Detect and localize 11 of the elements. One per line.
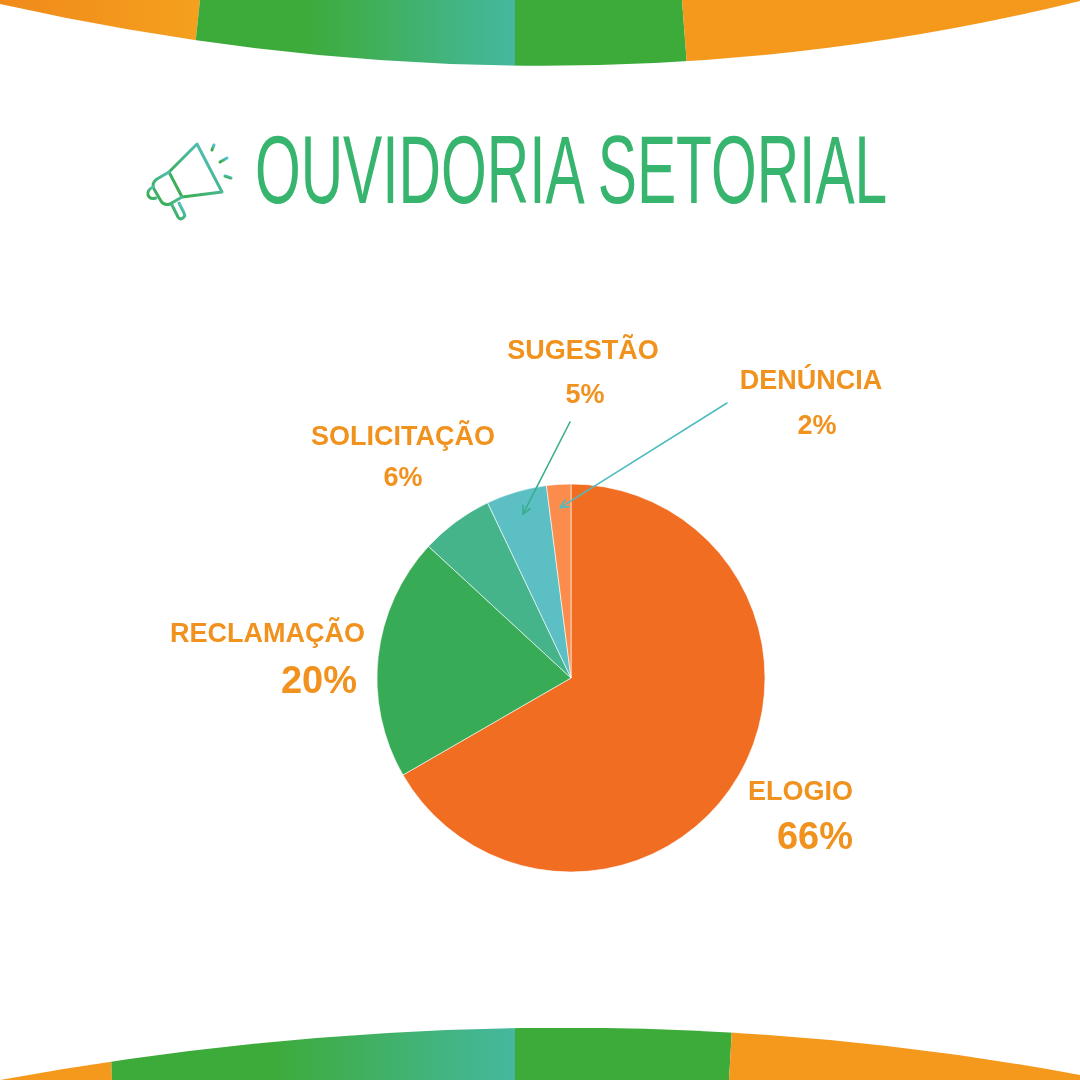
slice-label: RECLAMAÇÃO xyxy=(170,617,365,648)
data-label: 66% xyxy=(776,815,853,857)
chart-title: OUVIDORIA SETORIAL xyxy=(255,116,888,224)
slice-label: DENÚNCIA xyxy=(739,364,883,395)
slice-label: SOLICITAÇÃO xyxy=(311,420,495,451)
data-label: 20% xyxy=(280,659,357,701)
data-label: 6% xyxy=(383,462,423,492)
slice-label: ELOGIO xyxy=(747,776,853,806)
slice-label: SUGESTÃO xyxy=(507,334,659,365)
data-label: 2% xyxy=(797,410,837,440)
data-label: 5% xyxy=(565,379,605,409)
